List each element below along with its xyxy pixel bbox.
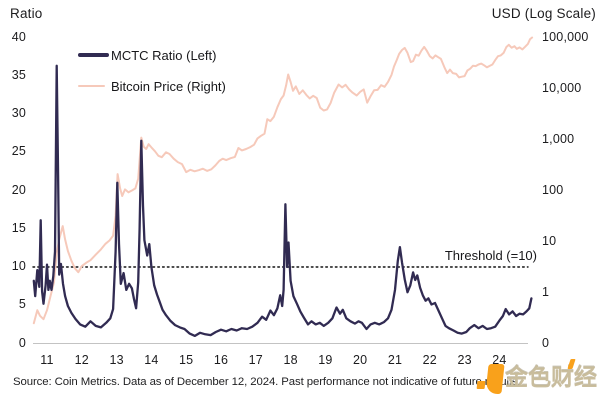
x-axis-tick: 11 [40, 353, 54, 367]
x-axis-tick: 13 [109, 353, 124, 367]
legend: MCTC Ratio (Left) Bitcoin Price (Right) [78, 46, 226, 108]
left-axis-tick: 30 [11, 106, 26, 120]
logo-body [485, 364, 505, 394]
source-note: Source: Coin Metrics. Data as of Decembe… [13, 376, 521, 388]
right-axis-tick: 0 [542, 335, 550, 350]
x-axis-tick: 20 [353, 353, 368, 367]
left-axis-tick: 35 [11, 67, 26, 82]
watermark-text: 金色财经 [505, 364, 597, 390]
bitcoin-price-line [32, 36, 534, 325]
right-axis-tick: 10 [542, 233, 557, 248]
right-axis-tick: 100 [542, 182, 564, 197]
x-axis-tick: 16 [213, 353, 229, 367]
left-axis-tick: 5 [18, 297, 26, 312]
right-axis-tick: 1 [542, 284, 550, 299]
left-axis-tick: 15 [11, 220, 26, 235]
mctc-line-swatch-icon [78, 53, 109, 57]
x-axis-tick: 23 [457, 353, 472, 367]
right-axis-title: USD (Log Scale) [491, 6, 596, 21]
watermark: 金色财经 [476, 357, 600, 397]
x-axis-tick: 12 [74, 353, 89, 367]
left-axis-tick: 20 [11, 182, 26, 197]
x-axis-tick: 19 [318, 353, 333, 367]
right-axis-tick: 1,000 [542, 131, 575, 146]
right-axis-tick: 100,000 [542, 29, 589, 44]
left-axis-tick: 40 [11, 29, 26, 44]
x-axis-tick: 22 [422, 353, 437, 367]
x-axis-tick: 15 [179, 353, 194, 367]
x-axis-tick: 14 [144, 353, 159, 367]
logo-dot [476, 381, 486, 389]
right-axis-tick: 10,000 [542, 80, 582, 95]
x-axis-tick: 17 [248, 353, 263, 367]
bitcoin-line-swatch-icon [78, 84, 105, 88]
left-axis-title: Ratio [10, 6, 43, 21]
left-axis-tick: 0 [18, 335, 26, 350]
left-axis-tick: 10 [11, 259, 26, 273]
legend-label-bitcoin: Bitcoin Price (Right) [111, 78, 226, 94]
left-axis-tick: 25 [11, 144, 26, 159]
mctc-ratio-line [32, 64, 533, 338]
x-axis-tick: 21 [387, 353, 403, 367]
x-axis-tick: 18 [283, 353, 298, 367]
threshold-label: Threshold (=10) [444, 248, 537, 263]
jinse-finance-logo-icon [476, 360, 505, 396]
x-axis-tick: 24 [492, 353, 507, 367]
legend-label-mctc: MCTC Ratio (Left) [111, 47, 217, 63]
legend-item-bitcoin-price: Bitcoin Price (Right) [78, 77, 226, 95]
legend-item-mctc-ratio: MCTC Ratio (Left) [78, 46, 226, 64]
